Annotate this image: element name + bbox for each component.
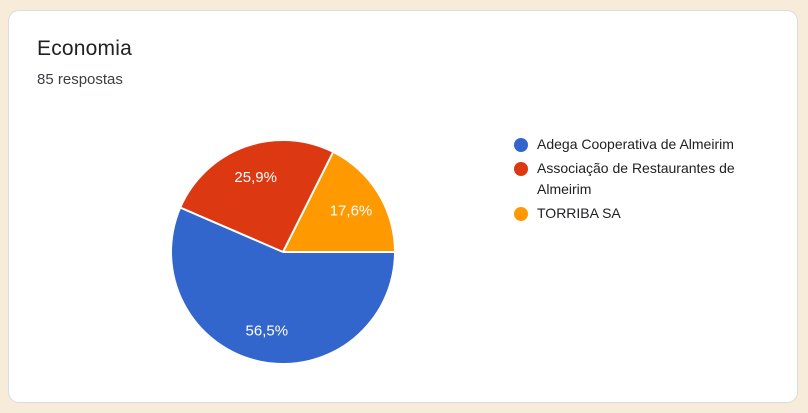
response-count: 85 respostas xyxy=(37,71,123,88)
legend-item: TORRIBA SA xyxy=(514,203,786,224)
legend-color-dot xyxy=(514,138,528,152)
slice-percent-label: 56,5% xyxy=(246,323,289,340)
legend-label: Associação de Restaurantes de Almeirim xyxy=(537,160,735,197)
chart-legend: Adega Cooperativa de Almeirim Associação… xyxy=(514,134,786,227)
legend-item: Associação de Restaurantes de Almeirim xyxy=(514,158,786,200)
legend-item: Adega Cooperativa de Almeirim xyxy=(514,134,786,155)
question-title: Economia xyxy=(37,37,132,60)
slice-separator xyxy=(282,152,334,253)
question-result-card: Economia 85 respostas 56,5% 25,9% 17,6% Ad… xyxy=(8,10,798,403)
slice-percent-label: 17,6% xyxy=(330,202,373,219)
pie-slice-2[interactable] xyxy=(283,152,394,252)
slice-separator xyxy=(180,207,284,253)
pie-slice-0[interactable] xyxy=(172,207,394,364)
slice-percent-label: 25,9% xyxy=(234,169,277,186)
legend-label: Adega Cooperativa de Almeirim xyxy=(537,136,734,152)
legend-label: TORRIBA SA xyxy=(537,205,621,221)
legend-color-dot xyxy=(514,207,528,221)
pie-chart[interactable]: 56,5% 25,9% 17,6% xyxy=(171,140,395,364)
legend-color-dot xyxy=(514,162,528,176)
pie-chart-svg[interactable]: 56,5% 25,9% 17,6% xyxy=(171,140,395,364)
